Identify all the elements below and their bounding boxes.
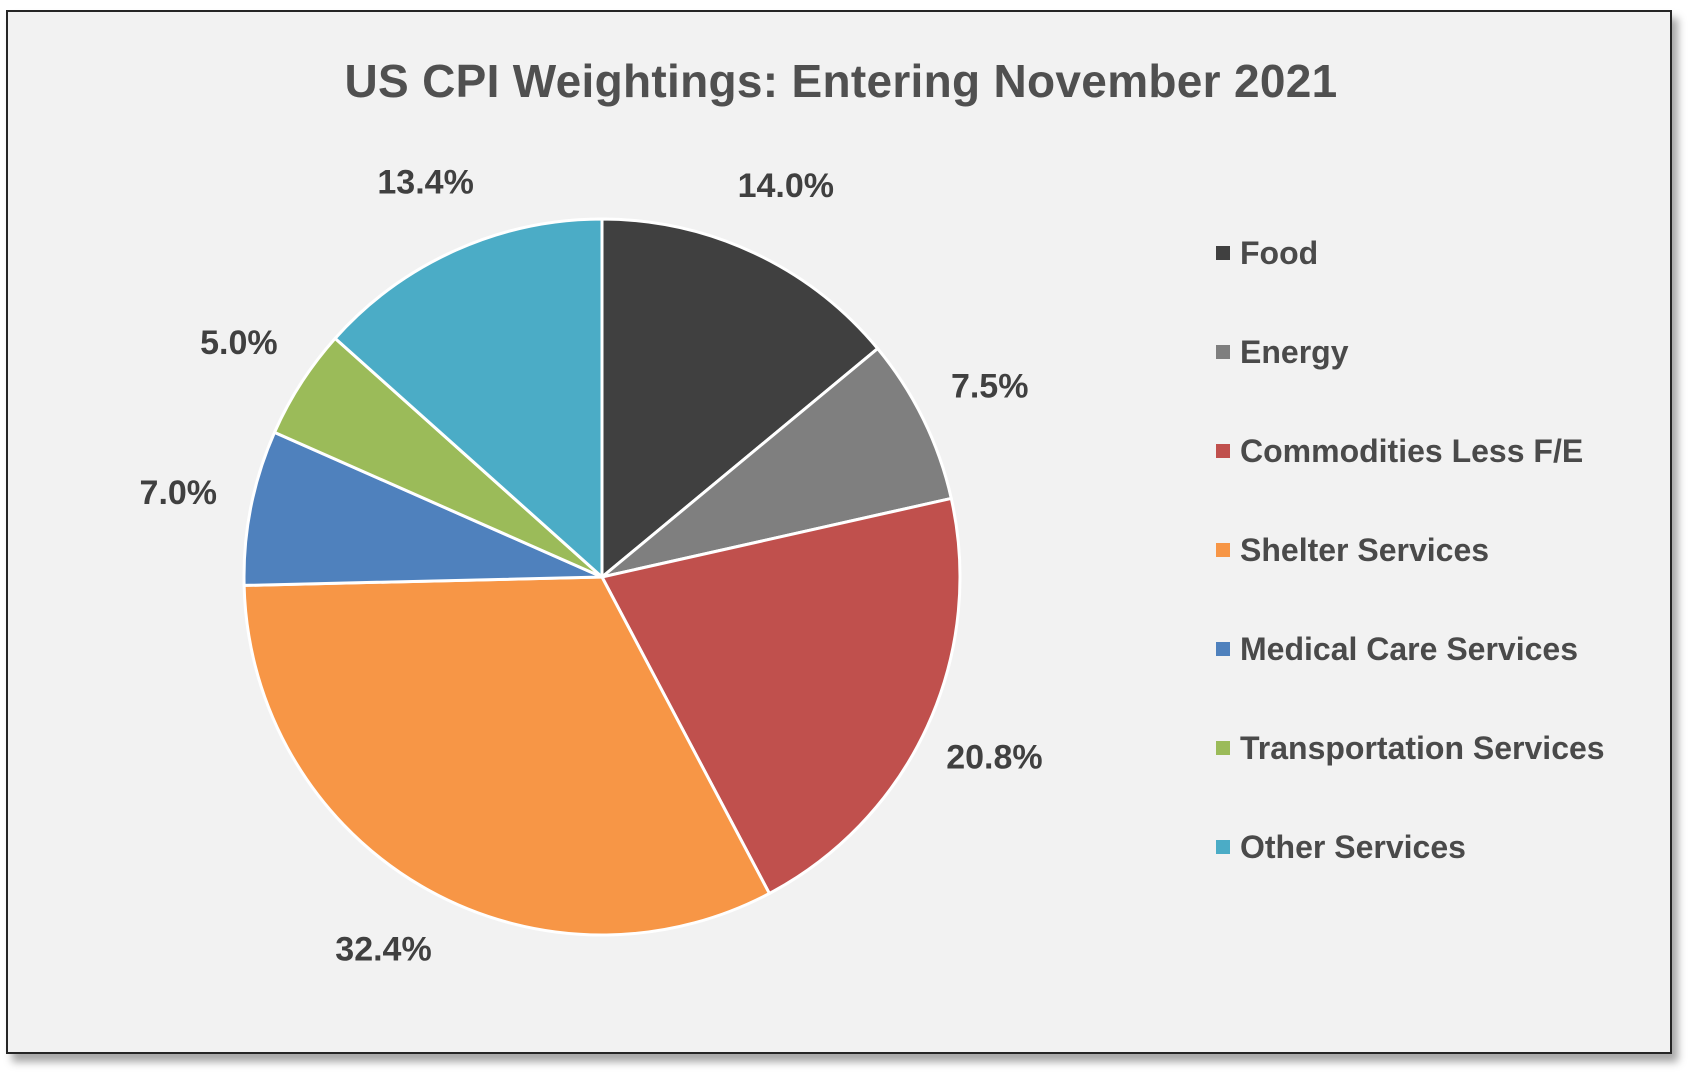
data-label: 14.0% [738,167,834,205]
legend-item: Commodities Less F/E [1216,432,1605,531]
legend-swatch [1216,741,1230,755]
legend-swatch [1216,840,1230,854]
legend-item: Food [1216,234,1605,333]
pie-slice-food [600,217,880,579]
chart-title: US CPI Weightings: Entering November 202… [344,55,1338,107]
legend-item: Transportation Services [1216,729,1605,828]
data-label: 32.4% [335,931,431,969]
pie-slice-commodities-less-f-e [600,496,962,895]
pie-slice-energy [600,347,953,579]
data-label: 20.8% [946,739,1042,777]
legend-swatch [1216,543,1230,557]
legend-item: Energy [1216,333,1605,432]
pie-slice-medical-care-services [242,430,604,587]
pie-slice-shelter-services [242,575,771,937]
data-label: 5.0% [200,324,278,362]
legend-label: Other Services [1240,829,1466,865]
legend-swatch [1216,345,1230,359]
legend-swatch [1216,444,1230,458]
data-label: 7.0% [140,474,218,512]
legend-swatch [1216,246,1230,260]
legend-item: Shelter Services [1216,531,1605,630]
legend-label: Commodities Less F/E [1240,433,1584,469]
data-label: 13.4% [377,164,473,202]
legend-item: Other Services [1216,828,1605,927]
legend-label: Medical Care Services [1240,631,1578,667]
legend-item: Medical Care Services [1216,630,1605,729]
legend-swatch [1216,642,1230,656]
pie-chart: 14.0% 7.5% 20.8% 32.4% 7.0% 5.0% 13.4% [140,164,1043,969]
chart-frame: US CPI Weightings: Entering November 202… [6,10,1672,1054]
pie-slice-other-services [333,217,604,579]
legend-label: Shelter Services [1240,532,1490,568]
data-label: 7.5% [951,368,1029,406]
legend-label: Food [1240,235,1319,271]
legend-label: Energy [1240,334,1349,370]
legend-label: Transportation Services [1240,730,1605,766]
chart-legend: Food Energy Commodities Less F/E Shelter Se… [1216,234,1605,927]
